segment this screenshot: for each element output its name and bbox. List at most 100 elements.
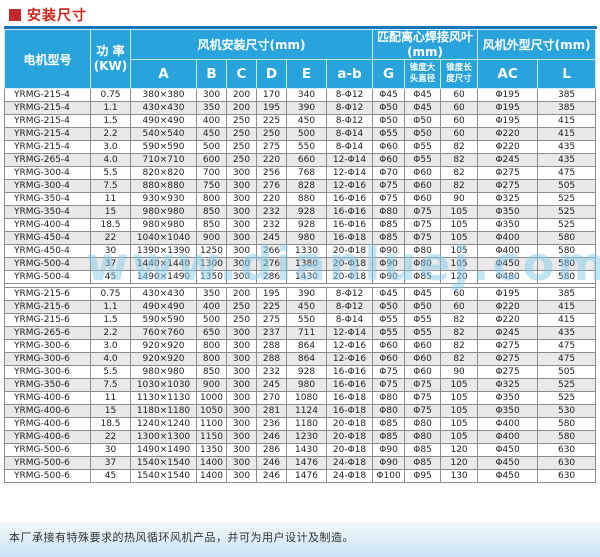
cell-power: 7.5 (90, 378, 131, 392)
table-row: YRMG-450-4 30 1390×1390 1250 300 266 1330 20-Φ1… (4, 244, 597, 258)
cell-AC: Φ400 (477, 417, 539, 431)
cell-L: 580 (537, 231, 597, 245)
cell-taper_head_dia: Φ55 (404, 326, 442, 340)
cell-G: Φ70 (372, 166, 406, 180)
cell-L: 435 (537, 140, 597, 154)
table-row: YRMG-500-4 37 1440×1440 1300 300 276 1380 20-Φ1… (4, 257, 597, 271)
cell-AC: Φ480 (477, 270, 539, 284)
cell-C: 300 (226, 404, 257, 418)
cell-C: 300 (226, 326, 257, 340)
cell-taper_length: 120 (440, 443, 479, 457)
cell-model: YRMG-215-4 (4, 88, 91, 102)
cell-E: 980 (286, 231, 327, 245)
cell-power: 11 (90, 192, 131, 206)
cell-D: 236 (256, 417, 287, 431)
cell-D: 232 (256, 218, 287, 232)
cell-model: YRMG-300-6 (4, 339, 91, 353)
cell-model: YRMG-350-4 (4, 205, 91, 219)
cell-C: 300 (226, 365, 257, 379)
cell-taper_head_dia: Φ80 (404, 257, 442, 271)
cell-G: Φ55 (372, 326, 406, 340)
cell-G: Φ75 (372, 179, 406, 193)
cell-G: Φ80 (372, 391, 406, 405)
cell-taper_length: 60 (440, 88, 479, 102)
cell-power: 30 (90, 244, 131, 258)
cell-L: 475 (537, 339, 597, 353)
cell-taper_head_dia: Φ45 (404, 287, 442, 301)
table-row: YRMG-500-6 30 1490×1490 1350 300 286 1430 20-Φ1… (4, 443, 597, 457)
table-row: YRMG-265-4 4.0 710×710 600 250 220 660 12-Φ14 Φ6… (4, 153, 597, 167)
cell-A: 920×920 (130, 339, 197, 353)
cell-D: 225 (256, 300, 287, 314)
cell-power: 2.2 (90, 127, 131, 141)
cell-B: 600 (196, 153, 227, 167)
cell-model: YRMG-500-6 (4, 469, 91, 483)
cell-A: 1030×1030 (130, 378, 197, 392)
col-header-a-b: a-b (325, 59, 374, 89)
cell-E: 928 (286, 205, 327, 219)
table-row: YRMG-400-6 18.5 1240×1240 1100 300 236 1180 20-… (4, 417, 597, 431)
page-title: 安装尺寸 (9, 5, 87, 25)
cell-L: 415 (537, 300, 597, 314)
cell-model: YRMG-215-4 (4, 127, 91, 141)
cell-C: 300 (226, 166, 257, 180)
cell-C: 300 (226, 244, 257, 258)
cell-taper_head_dia: Φ60 (404, 365, 442, 379)
cell-D: 250 (256, 127, 287, 141)
cell-D: 288 (256, 352, 287, 366)
cell-a_b: 8-Φ12 (325, 300, 374, 314)
cell-E: 1476 (286, 469, 327, 483)
cell-taper_head_dia: Φ60 (404, 166, 442, 180)
cell-G: Φ50 (372, 300, 406, 314)
cell-a_b: 8-Φ14 (325, 127, 374, 141)
cell-L: 475 (537, 352, 597, 366)
cell-a_b: 8-Φ12 (325, 114, 374, 128)
cell-AC: Φ275 (477, 365, 539, 379)
cell-AC: Φ275 (477, 339, 539, 353)
cell-B: 1250 (196, 244, 227, 258)
cell-E: 928 (286, 365, 327, 379)
cell-L: 475 (537, 166, 597, 180)
cell-G: Φ100 (372, 469, 406, 483)
cell-AC: Φ195 (477, 101, 539, 115)
cell-B: 700 (196, 166, 227, 180)
cell-C: 300 (226, 179, 257, 193)
cell-taper_head_dia: Φ50 (404, 300, 442, 314)
cell-G: Φ90 (372, 244, 406, 258)
cell-AC: Φ325 (477, 192, 539, 206)
cell-power: 1.1 (90, 101, 131, 115)
cell-E: 1180 (286, 417, 327, 431)
cell-taper_head_dia: Φ60 (404, 352, 442, 366)
cell-A: 980×980 (130, 218, 197, 232)
cell-taper_length: 105 (440, 378, 479, 392)
cell-C: 200 (226, 88, 257, 102)
cell-power: 30 (90, 443, 131, 457)
cell-D: 286 (256, 443, 287, 457)
cell-D: 232 (256, 365, 287, 379)
header-group-row: 电机型号 功 率 (KW) 风机安装尺寸(mm) 匹配离心焊接风叶 (mm) 风… (4, 29, 597, 89)
cell-AC: Φ275 (477, 352, 539, 366)
table-row: YRMG-300-4 7.5 880×880 750 300 276 828 12-Φ16 Φ7… (4, 179, 597, 193)
cell-C: 300 (226, 352, 257, 366)
blade-label-line2: (mm) (407, 44, 444, 59)
table-row: YRMG-300-6 5.5 980×980 850 300 232 928 16-Φ16 Φ7… (4, 365, 597, 379)
cell-taper_head_dia: Φ50 (404, 127, 442, 141)
cell-C: 300 (226, 257, 257, 271)
col-header-AC: AC (477, 59, 539, 89)
cell-a_b: 20-Φ18 (325, 430, 374, 444)
cell-E: 550 (286, 140, 327, 154)
cell-AC: Φ195 (477, 287, 539, 301)
power-label-line2: (KW) (93, 59, 128, 73)
cell-C: 250 (226, 114, 257, 128)
footer-note: 本厂承接有特殊要求的热风循环风机产品，并可为用户设计及制造。 (9, 531, 354, 544)
cell-C: 300 (226, 231, 257, 245)
cell-a_b: 12-Φ16 (325, 352, 374, 366)
cell-B: 450 (196, 127, 227, 141)
cell-L: 525 (537, 205, 597, 219)
cell-E: 880 (286, 192, 327, 206)
cell-model: YRMG-215-6 (4, 313, 91, 327)
cell-C: 250 (226, 313, 257, 327)
cell-B: 1300 (196, 257, 227, 271)
cell-B: 1350 (196, 270, 227, 284)
cell-AC: Φ195 (477, 114, 539, 128)
